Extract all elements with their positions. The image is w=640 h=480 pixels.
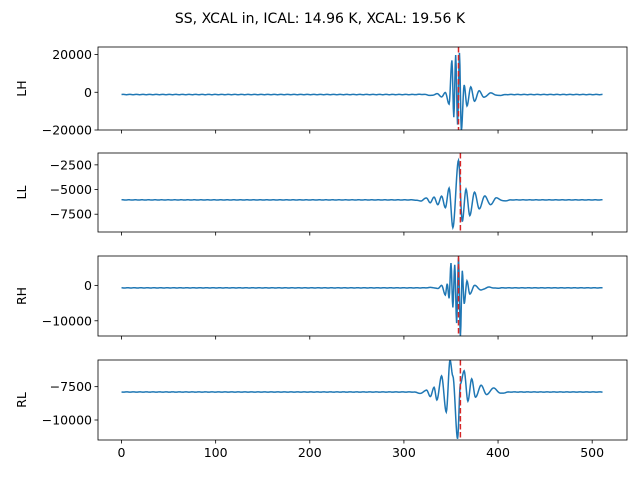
panel-lh: 20000 0 −20000 LH xyxy=(14,46,628,138)
figure-title: SS, XCAL in, ICAL: 14.96 K, XCAL: 19.56 … xyxy=(175,11,466,27)
panel-ll: −2500 −5000 −7500 LL xyxy=(14,152,628,236)
y-tick-label: −7500 xyxy=(50,207,92,222)
x-tick-label: 0 xyxy=(118,445,126,460)
x-tick-label: 300 xyxy=(392,445,416,460)
y-tick-label: −7500 xyxy=(50,379,92,394)
panel-rh: 0 −10000 RH xyxy=(14,255,628,340)
y-axis-label: LL xyxy=(14,186,29,200)
axes-frame xyxy=(97,359,628,441)
y-tick-label: −10000 xyxy=(42,413,92,428)
panels-container: 20000 0 −20000 LH −2500 −5000 −7500 LL 0 −10000 RH… xyxy=(14,46,628,460)
y-axis-label: RH xyxy=(14,287,29,305)
panel-rl: −7500 −10000 RL 0 100 200 300 400 500 xyxy=(14,359,628,460)
y-tick-label: 0 xyxy=(84,85,92,100)
x-tick-label: 200 xyxy=(298,445,322,460)
x-tick-label: 100 xyxy=(204,445,228,460)
axes-frame xyxy=(97,255,628,337)
y-tick-label: 0 xyxy=(84,278,92,293)
y-axis-label: RL xyxy=(14,392,29,408)
signal-line xyxy=(121,52,603,130)
signal-line xyxy=(121,257,603,336)
y-tick-label: −5000 xyxy=(50,182,92,197)
x-tick-label: 500 xyxy=(580,445,604,460)
y-tick-label: −2500 xyxy=(50,157,92,172)
y-tick-label: −10000 xyxy=(42,313,92,328)
y-axis-label: LH xyxy=(14,80,29,96)
signal-line xyxy=(121,360,603,439)
y-tick-label: 20000 xyxy=(52,47,92,62)
x-tick-label: 400 xyxy=(486,445,510,460)
axes-frame xyxy=(97,152,628,233)
signal-line xyxy=(121,157,603,231)
axes-frame xyxy=(97,46,628,131)
y-tick-label: −20000 xyxy=(42,123,92,138)
